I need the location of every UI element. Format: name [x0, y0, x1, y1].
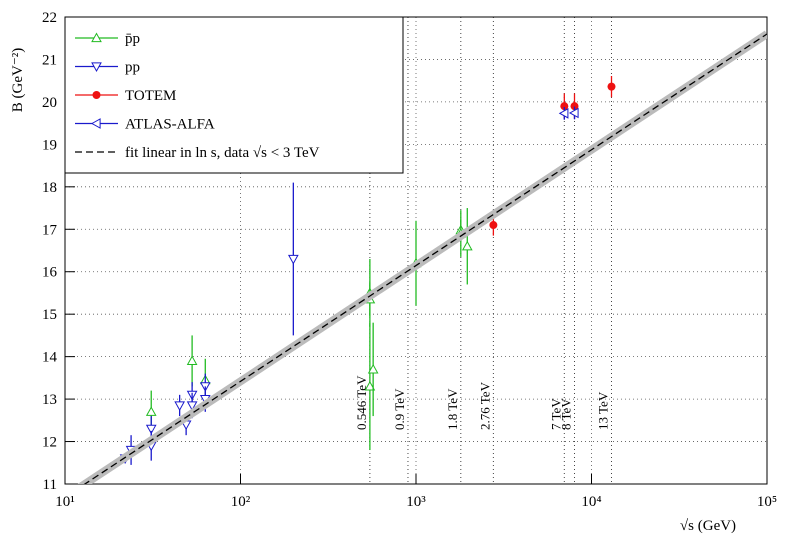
y-tick-label: 22: [42, 10, 57, 26]
point: [568, 107, 579, 119]
y-tick-label: 19: [42, 137, 57, 153]
y-tick-label: 13: [42, 392, 57, 408]
x-tick-label: 10⁵: [757, 494, 777, 510]
point: [287, 254, 299, 265]
legend-label: ATLAS-ALFA: [125, 117, 215, 133]
y-tick-label: 16: [42, 265, 58, 281]
energy-label: 8 TeV: [558, 398, 573, 430]
energy-label: 13 TeV: [595, 391, 610, 430]
plot-area: [77, 30, 767, 484]
y-tick-label: 18: [42, 180, 57, 196]
x-tick-label: 10¹: [55, 494, 75, 510]
point: [607, 82, 616, 91]
point: [367, 363, 379, 374]
legend-label: TOTEM: [125, 88, 176, 104]
y-tick-label: 11: [43, 477, 57, 493]
point: [186, 355, 198, 365]
legend-marker: [92, 91, 101, 99]
x-tick-label: 10³: [406, 494, 426, 510]
point: [174, 401, 185, 411]
legend-label: fit linear in ln s, data √s < 3 TeV: [125, 145, 320, 161]
legend: p̄p pp TOTEM ATLAS-ALFA fit linear in ln s, …: [64, 16, 404, 174]
x-axis-label: √s (GeV): [680, 518, 736, 534]
y-tick-label: 20: [42, 95, 57, 111]
y-tick-label: 17: [42, 222, 58, 238]
energy-label: 0.546 TeV: [354, 375, 369, 430]
y-tick-label: 21: [42, 52, 57, 68]
legend-marker: [91, 62, 102, 73]
point: [558, 108, 569, 119]
point: [489, 221, 498, 230]
energy-label: 0.9 TeV: [392, 388, 407, 430]
y-tick-label: 12: [42, 435, 57, 451]
point: [461, 240, 473, 251]
energy-label: 7 TeV: [548, 398, 563, 430]
x-tick-label: 10⁴: [581, 494, 601, 510]
plot-frame: [64, 16, 768, 485]
legend-marker: [91, 32, 102, 43]
point: [186, 401, 198, 411]
legend-box: [64, 16, 404, 174]
y-tick-label: 15: [42, 307, 57, 323]
point: [560, 102, 569, 111]
fit-line: [83, 33, 767, 484]
y-axis-label: B (GeV⁻²): [10, 48, 26, 112]
point: [145, 424, 157, 435]
legend-label: pp: [125, 60, 140, 76]
x-tick-label: 10²: [231, 494, 251, 510]
point: [145, 406, 157, 416]
point: [570, 102, 579, 111]
legend-label: p̄p: [125, 31, 140, 47]
point: [364, 380, 376, 391]
energy-label: 1.8 TeV: [445, 388, 460, 430]
energy-label: 2.76 TeV: [477, 381, 492, 430]
legend-marker: [90, 118, 101, 129]
y-tick-label: 14: [42, 350, 58, 366]
